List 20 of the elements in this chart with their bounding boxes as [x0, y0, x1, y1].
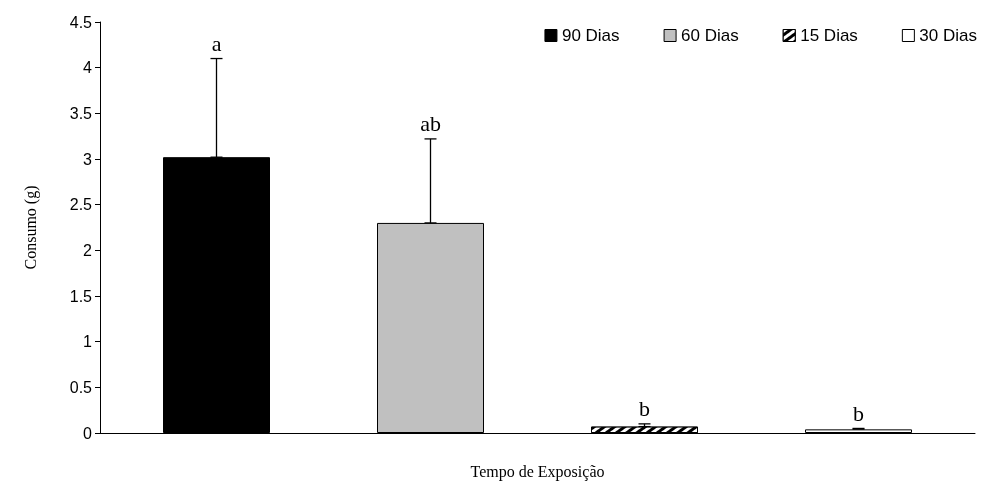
y-tick-label: 0.5: [69, 378, 93, 396]
annotation: a: [211, 31, 222, 57]
y-axis-title: Consumo (g): [21, 185, 40, 270]
annotation: b: [639, 396, 650, 422]
y-tick-label: 0: [83, 424, 93, 442]
legend-label: 60 Dias: [681, 26, 739, 45]
y-tick-label: 2: [83, 241, 93, 259]
legend-label: 30 Dias: [919, 26, 977, 45]
y-tick-label: 4.5: [69, 13, 93, 31]
y-tick-label: 4: [83, 59, 93, 77]
y-tick-label: 3: [83, 150, 93, 168]
legend-label: 15 Dias: [800, 26, 858, 45]
y-tick-label: 1: [83, 333, 93, 351]
legend-label: 90 Dias: [561, 26, 620, 45]
annotation: ab: [420, 111, 441, 137]
y-tick-label: 1.5: [69, 287, 93, 305]
x-axis-title: Tempo de Exposição: [470, 462, 605, 481]
annotation: b: [853, 400, 864, 426]
y-tick-label: 2.5: [69, 196, 93, 214]
y-tick-label: 3.5: [69, 104, 93, 122]
